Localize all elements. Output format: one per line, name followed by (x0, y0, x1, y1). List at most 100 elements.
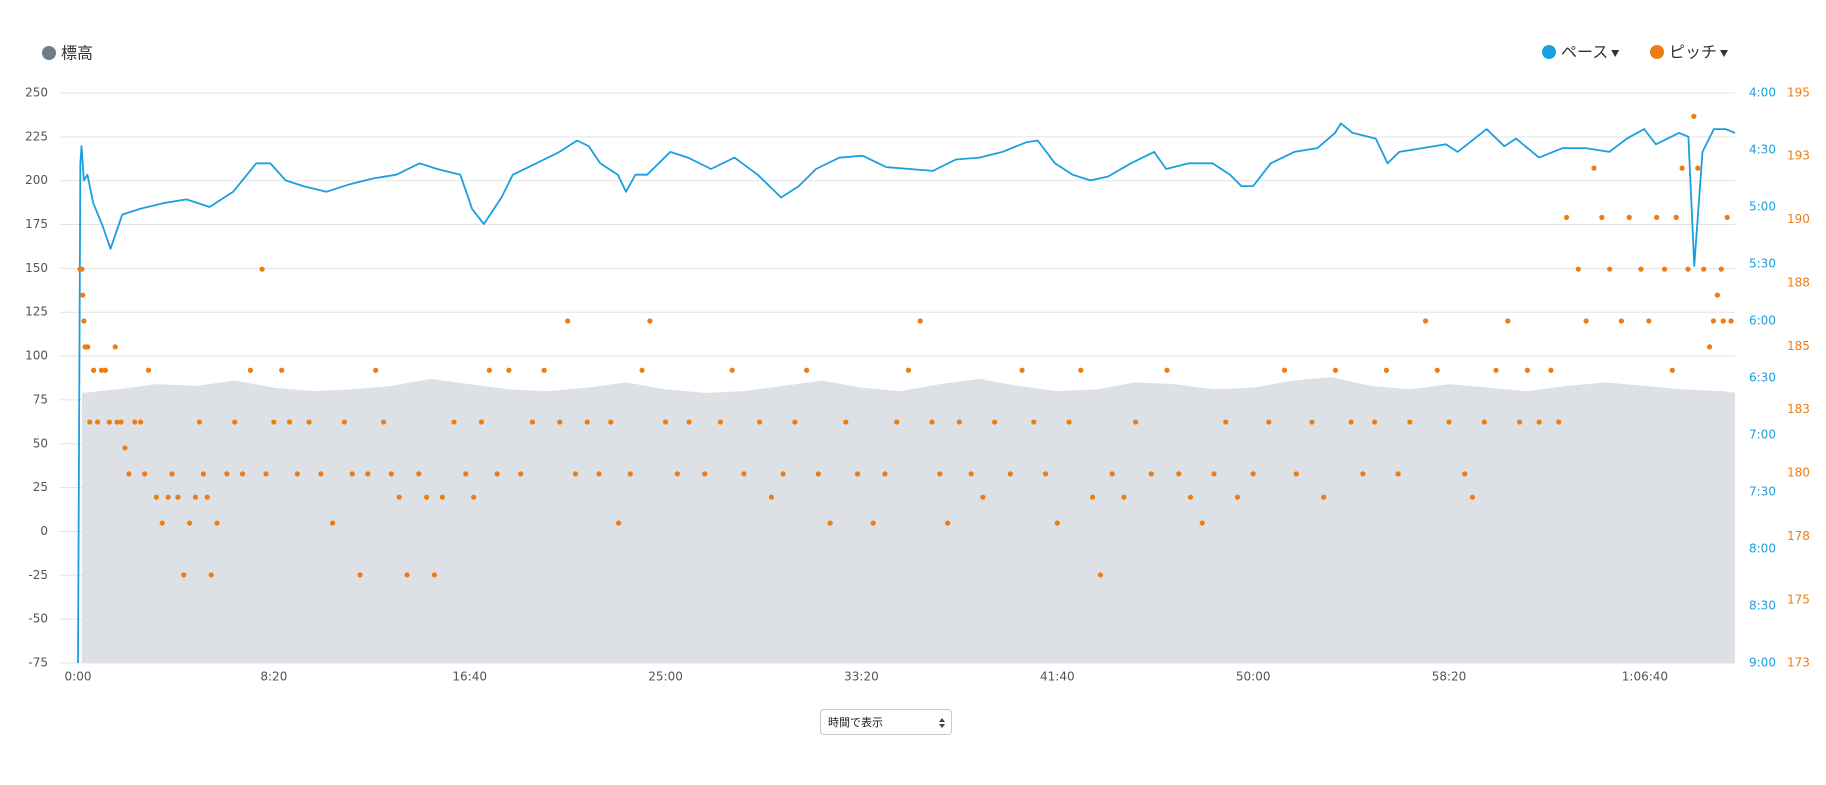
pitch-point (1395, 471, 1401, 477)
y-tick-label: 25 (33, 480, 48, 494)
pitch-point (175, 494, 181, 500)
pitch-point (702, 471, 708, 477)
legend-marker[interactable] (1542, 45, 1556, 59)
pitch-point (1638, 266, 1644, 272)
pitch-point (1407, 419, 1413, 425)
pitch-point (1211, 471, 1217, 477)
y-tick-label: 125 (25, 305, 48, 319)
pitch-point (945, 520, 951, 526)
pitch-point (424, 494, 430, 500)
pitch-point (1673, 214, 1679, 220)
elevation-area (81, 377, 1736, 663)
x-tick-label: 8:20 (260, 670, 287, 684)
pitch-point (1281, 367, 1288, 373)
x-mode-select-label: 時間で表示 (828, 716, 883, 729)
pitch-point (1718, 266, 1724, 272)
pitch-point (138, 419, 144, 425)
pitch-point (792, 419, 798, 425)
pitch-point (627, 471, 633, 477)
pitch-point (1422, 318, 1429, 324)
pitch-point (1536, 419, 1542, 425)
pitch-point (114, 419, 120, 425)
y-tick-label: -75 (28, 656, 48, 670)
pitch-point (141, 471, 148, 477)
y3-tick-label: 188 (1787, 275, 1810, 289)
y-tick-label: 225 (25, 129, 48, 143)
pitch-point (349, 471, 355, 477)
pitch-point (1710, 318, 1717, 324)
pitch-point (132, 419, 138, 425)
pitch-point (1187, 494, 1194, 500)
pitch-point (937, 471, 943, 477)
legend-label: ペース (1561, 43, 1608, 62)
pitch-point (1199, 520, 1205, 526)
pitch-point (992, 419, 998, 425)
pitch-point (306, 419, 312, 425)
pitch-point (1133, 419, 1139, 425)
pitch-point (565, 318, 571, 324)
pitch-point (1701, 266, 1707, 272)
pitch-point (224, 471, 230, 477)
pitch-point (1493, 367, 1499, 373)
pitch-point (232, 419, 238, 425)
y2-tick-label: 4:00 (1749, 86, 1776, 100)
y3-tick-label: 195 (1787, 86, 1810, 100)
pitch-point (494, 471, 500, 477)
pitch-point (870, 520, 876, 526)
pitch-point (1695, 165, 1701, 171)
x-tick-label: 41:40 (1040, 670, 1075, 684)
pitch-point (1618, 318, 1624, 324)
select-arrows (939, 718, 945, 728)
pitch-point (1372, 419, 1378, 425)
legend-dropdown-arrow (1720, 50, 1729, 57)
pitch-point (145, 367, 152, 373)
y2-tick-label: 7:30 (1749, 485, 1776, 499)
pitch-point (208, 572, 214, 578)
pitch-point (286, 419, 293, 425)
pitch-point (1724, 214, 1730, 220)
pitch-point (478, 419, 485, 425)
pitch-point (159, 520, 165, 526)
pitch-point (204, 494, 210, 500)
y-tick-label: 150 (25, 261, 48, 275)
pitch-point (894, 419, 900, 425)
pitch-point (1691, 113, 1697, 119)
pitch-point (596, 471, 602, 477)
pitch-point (85, 344, 91, 350)
pitch-point (1309, 419, 1315, 425)
legend: 標高 ペース ピッチ (42, 43, 1729, 63)
pitch-point (1383, 367, 1389, 373)
pitch-point (357, 572, 363, 578)
pitch-point (91, 367, 97, 373)
y-tick-label: 100 (25, 349, 48, 363)
y3-tick-label: 178 (1787, 529, 1810, 543)
pitch-point (1066, 419, 1072, 425)
pitch-point (1661, 266, 1668, 272)
pitch-point (1332, 367, 1339, 373)
pitch-point (1348, 419, 1354, 425)
pitch-point (1685, 266, 1691, 272)
pitch-point (843, 419, 849, 425)
y3-tick-label: 180 (1787, 466, 1810, 480)
pitch-point (112, 344, 118, 350)
pitch-point (279, 367, 285, 373)
pitch-point (439, 494, 445, 500)
pitch-point (388, 471, 394, 477)
x-mode-select[interactable]: 時間で表示 (820, 709, 952, 735)
legend-marker[interactable] (1650, 45, 1664, 59)
y2-tick-label: 8:30 (1749, 599, 1776, 613)
pitch-point (1548, 367, 1554, 373)
pitch-point (615, 520, 622, 526)
pitch-point (741, 471, 747, 477)
y2-tick-label: 5:30 (1749, 257, 1776, 271)
y3-tick-label: 190 (1787, 212, 1810, 226)
y2-tick-label: 8:00 (1749, 542, 1776, 556)
pitch-point (1714, 292, 1720, 298)
pitch-point (1234, 494, 1241, 500)
pitch-point (1360, 471, 1366, 477)
pitch-point (608, 419, 614, 425)
pace-line (77, 122, 1736, 664)
x-tick-label: 0:00 (65, 670, 92, 684)
legend-dropdown-arrow (1611, 50, 1620, 57)
legend-marker (42, 46, 56, 60)
